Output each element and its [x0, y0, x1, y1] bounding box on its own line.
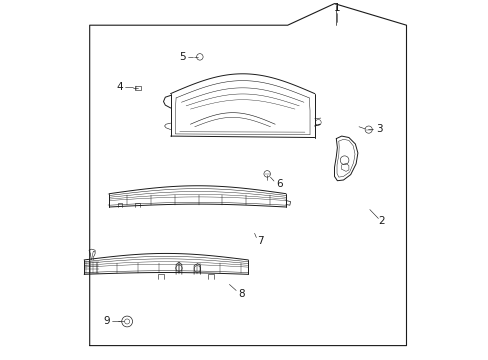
Circle shape — [175, 265, 182, 271]
Circle shape — [196, 54, 203, 60]
Circle shape — [194, 266, 200, 272]
Circle shape — [365, 126, 371, 133]
Circle shape — [315, 120, 321, 125]
Text: 7: 7 — [256, 236, 263, 246]
Text: 1: 1 — [333, 3, 340, 13]
Text: 5: 5 — [179, 51, 185, 62]
Text: 9: 9 — [103, 316, 110, 327]
Circle shape — [122, 316, 132, 327]
Text: 4: 4 — [116, 82, 122, 92]
Circle shape — [124, 319, 129, 324]
Text: 8: 8 — [238, 289, 244, 299]
Text: 6: 6 — [276, 179, 282, 189]
Text: 3: 3 — [375, 123, 382, 134]
FancyBboxPatch shape — [134, 86, 141, 90]
Text: 2: 2 — [378, 216, 385, 226]
Circle shape — [264, 171, 270, 177]
Circle shape — [340, 156, 348, 165]
